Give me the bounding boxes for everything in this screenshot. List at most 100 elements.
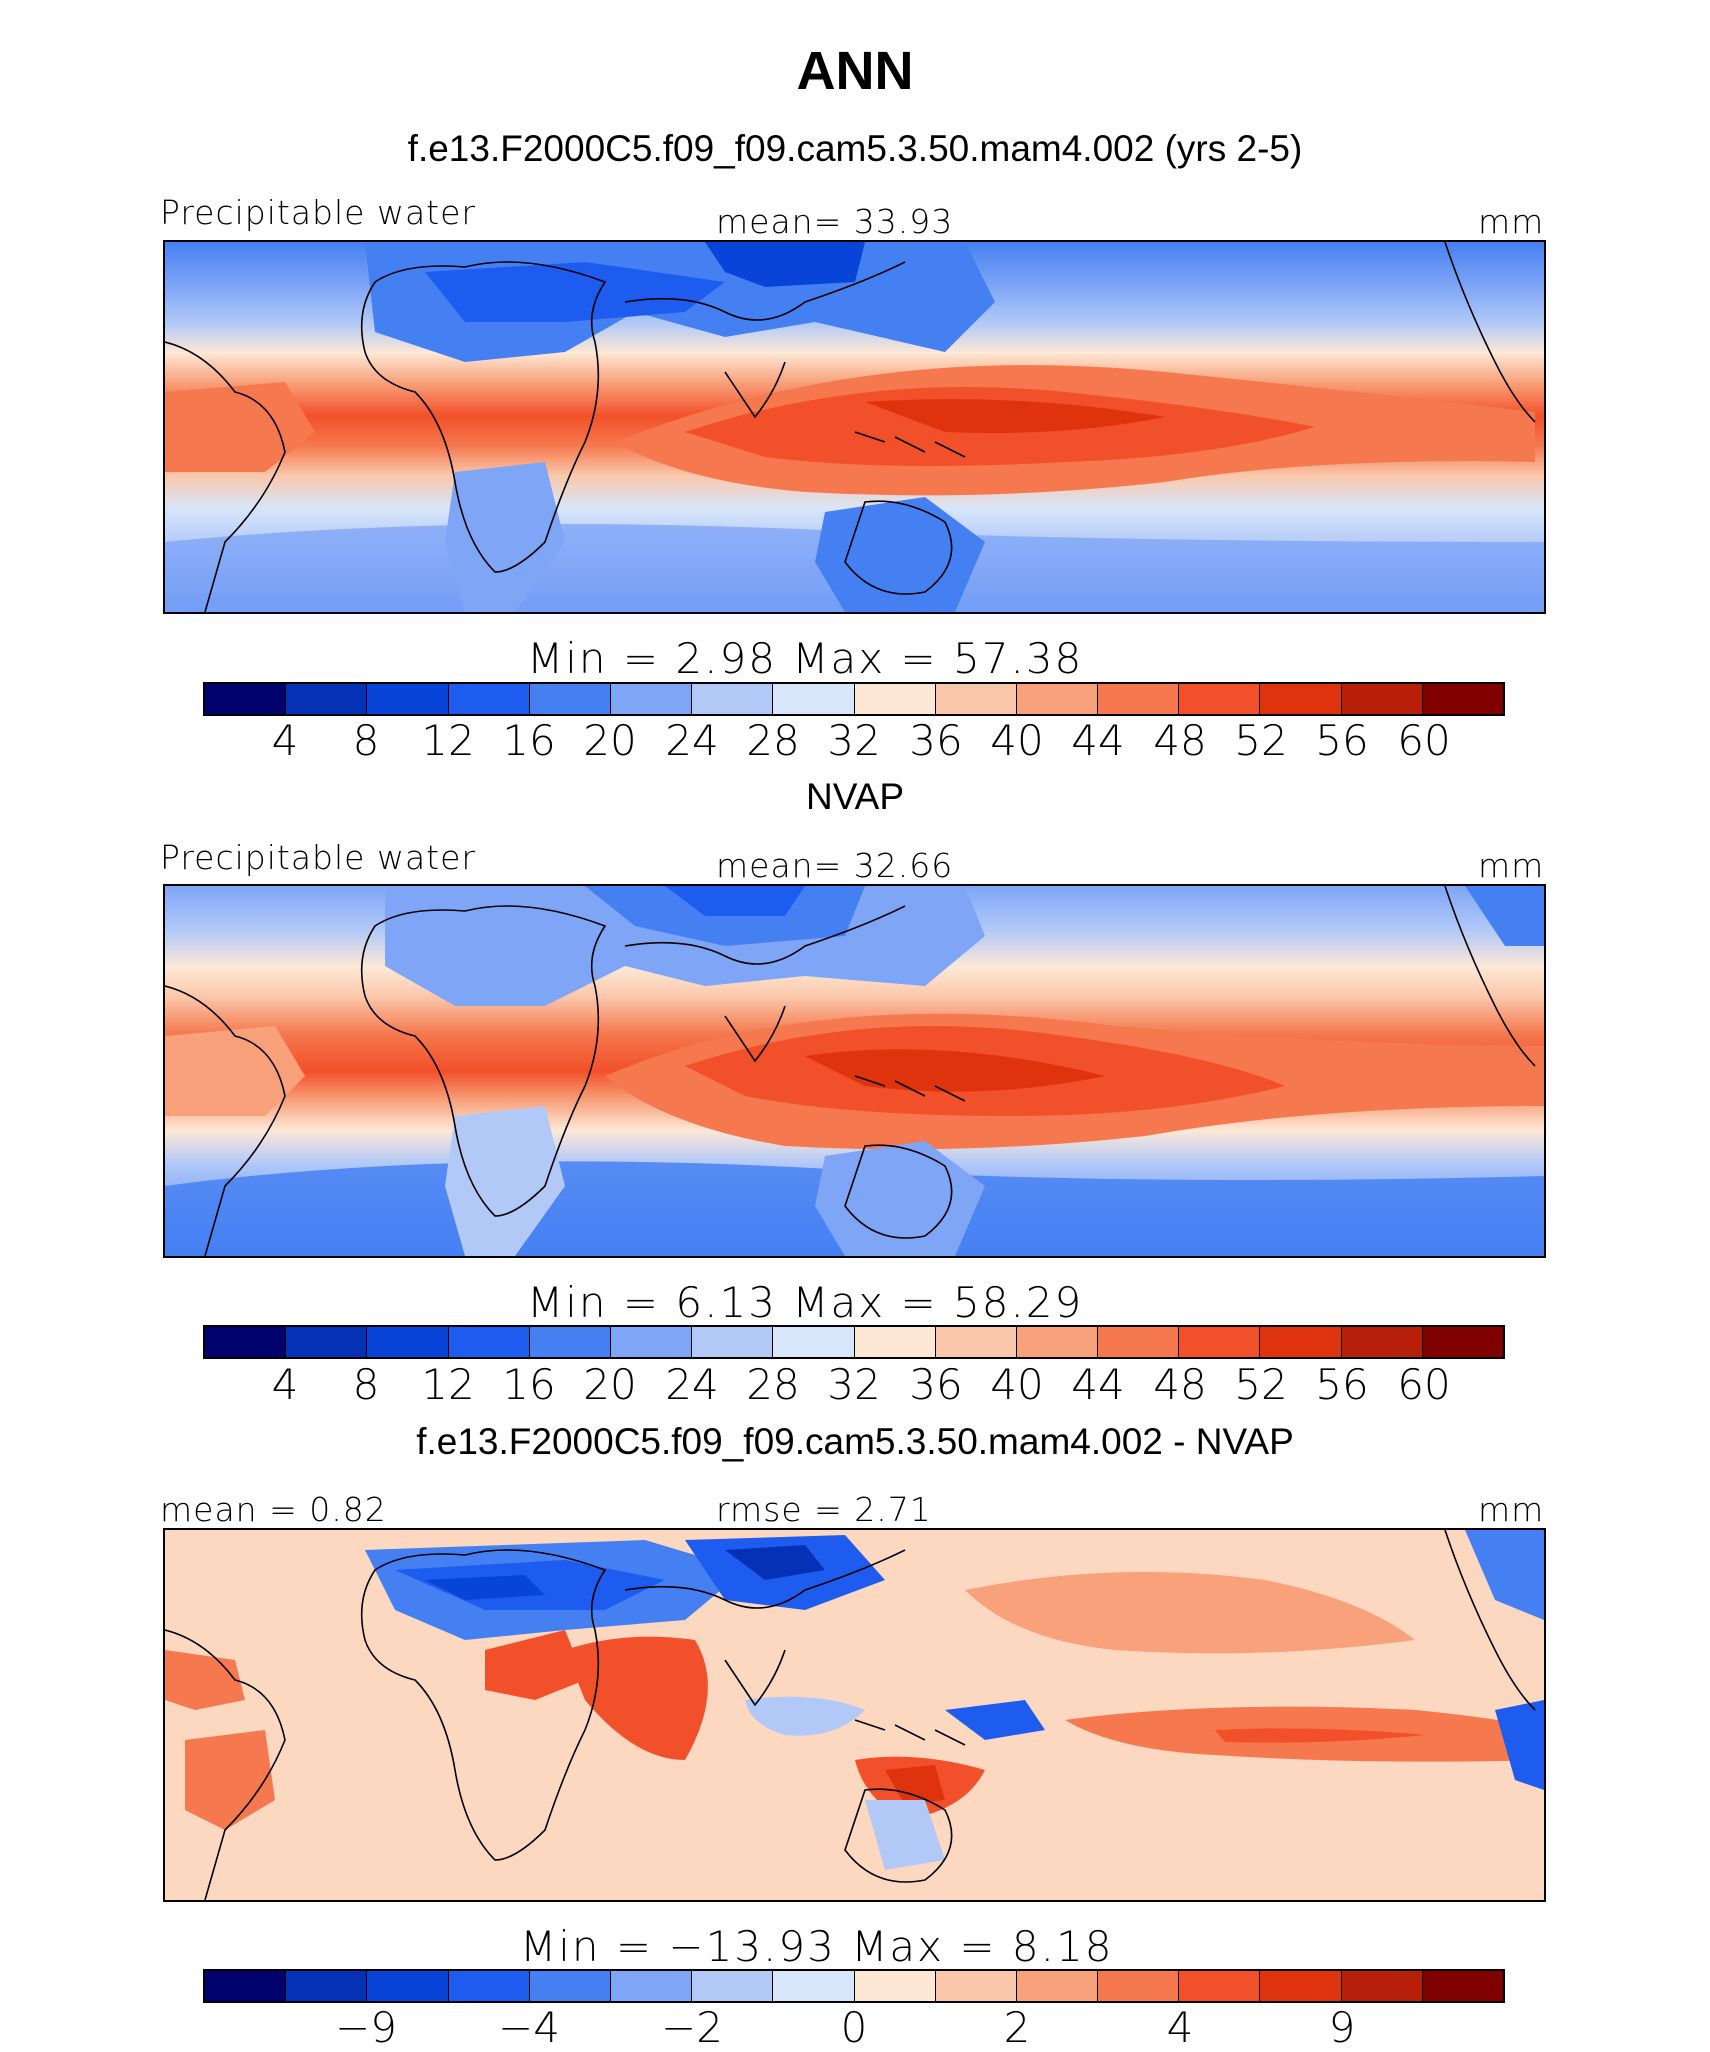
colorbar-bin [367,684,449,714]
colorbar-bin [1260,684,1342,714]
panel2-units-label: mm [1478,846,1545,885]
panel1-tick: 4 [271,716,299,765]
panel1-tick: 24 [665,716,719,765]
colorbar-bin [1341,1971,1423,2001]
colorbar-bin [529,1971,611,2001]
panel2-tick: 4 [271,1360,299,1409]
colorbar-bin [205,1971,287,2001]
colorbar-bin [205,1327,287,1357]
figure-title: ANN [796,41,914,101]
panel1-tick: 40 [990,716,1044,765]
panel1-variable-label: Precipitable water [160,193,476,232]
colorbar-bin [1179,1971,1261,2001]
colorbar-bin [1098,684,1180,714]
colorbar-bin [286,684,368,714]
colorbar-bin [367,1971,449,2001]
panel1-tick: 12 [421,716,475,765]
panel3-tick: 9 [1328,2003,1356,2052]
panel2-map [163,884,1546,1258]
colorbar-bin [1016,1971,1099,2001]
colorbar-bin [367,1327,449,1357]
colorbar-bin [610,1971,693,2001]
panel3-units-label: mm [1478,1490,1545,1529]
colorbar-bin [1260,1327,1342,1357]
panel2-variable-label: Precipitable water [160,838,476,877]
panel2-tick: 20 [583,1360,637,1409]
colorbar-bin [529,1327,611,1357]
panel1-tick: 44 [1071,716,1125,765]
colorbar-bin [1098,1971,1180,2001]
panel1-tick: 36 [909,716,963,765]
colorbar-bin [610,684,693,714]
panel1-mean-label: mean= 33.93 [716,202,954,241]
panel2-tick: 52 [1234,1360,1288,1409]
panel1-tick: 52 [1234,716,1288,765]
colorbar-bin [1422,1327,1503,1357]
colorbar-bin [286,1327,368,1357]
panel3-rmse-label: rmse = 2.71 [716,1490,932,1529]
colorbar-bin [692,684,774,714]
colorbar-bin [773,1971,855,2001]
panel3-minmax: Min = −13.93 Max = 8.18 [520,1922,1114,1971]
panel2-minmax: Min = 6.13 Max = 58.29 [527,1278,1084,1327]
panel2-tick: 36 [909,1360,963,1409]
colorbar-bin [448,684,530,714]
panel3-tick: −4 [498,2003,560,2052]
panel3-tick: −2 [661,2003,723,2052]
panel3-tick: −9 [335,2003,397,2052]
colorbar-bin [1179,684,1261,714]
panel1-tick: 28 [746,716,800,765]
panel1-tick: 56 [1315,716,1369,765]
panel2-tick: 16 [502,1360,556,1409]
colorbar-bin [692,1327,774,1357]
panel1-minmax: Min = 2.98 Max = 57.38 [527,634,1084,683]
panel2-tick: 32 [827,1360,881,1409]
panel2-tick: 60 [1397,1360,1451,1409]
panel2-tick: 40 [990,1360,1044,1409]
panel1-colorbar [203,682,1505,716]
panel2-tick: 24 [665,1360,719,1409]
panel2-mean-label: mean= 32.66 [716,846,954,885]
panel3-tick: 4 [1166,2003,1194,2052]
colorbar-bin [1260,1971,1342,2001]
colorbar-bin [1179,1327,1261,1357]
panel1-tick: 8 [352,716,380,765]
colorbar-bin [1098,1327,1180,1357]
panel2-tick: 28 [746,1360,800,1409]
panel3-tick: 0 [840,2003,868,2052]
panel2-tick: 56 [1315,1360,1369,1409]
panel1-subtitle: f.e13.F2000C5.f09_f09.cam5.3.50.mam4.002… [407,128,1303,169]
colorbar-bin [1422,1971,1503,2001]
panel3-map [163,1528,1546,1902]
colorbar-bin [692,1971,774,2001]
colorbar-bin [1422,684,1503,714]
panel2-tick: 12 [421,1360,475,1409]
colorbar-bin [1341,1327,1423,1357]
panel3-colorbar [203,1969,1505,2003]
panel2-tick: 48 [1153,1360,1207,1409]
colorbar-bin [935,1971,1017,2001]
panel3-mean-label: mean = 0.82 [160,1490,387,1529]
panel2-subtitle: NVAP [805,776,904,817]
panel1-tick: 32 [827,716,881,765]
colorbar-bin [529,684,611,714]
colorbar-bin [935,1327,1017,1357]
colorbar-bin [773,1327,855,1357]
panel3-tick: 2 [1003,2003,1031,2052]
colorbar-bin [935,684,1017,714]
panel2-tick: 44 [1071,1360,1125,1409]
colorbar-bin [1016,684,1099,714]
colorbar-bin [854,1971,936,2001]
panel1-tick: 48 [1153,716,1207,765]
panel1-units-label: mm [1478,202,1545,241]
colorbar-bin [773,684,855,714]
colorbar-bin [1341,684,1423,714]
panel1-tick: 60 [1397,716,1451,765]
colorbar-bin [610,1327,693,1357]
colorbar-bin [448,1327,530,1357]
panel2-tick: 8 [352,1360,380,1409]
panel1-tick: 16 [502,716,556,765]
colorbar-bin [854,684,936,714]
colorbar-bin [205,684,287,714]
colorbar-bin [286,1971,368,2001]
